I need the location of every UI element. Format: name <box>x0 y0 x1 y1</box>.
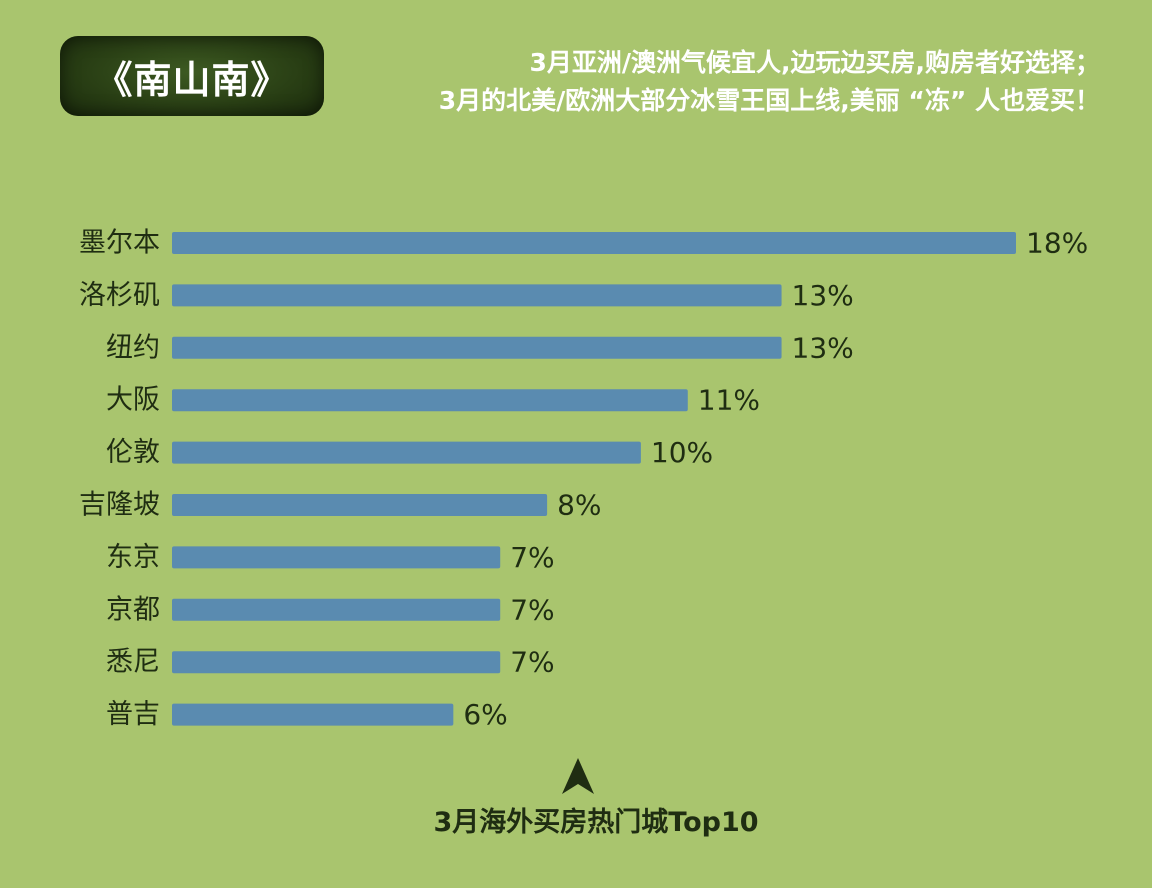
value-label: 8% <box>557 489 601 522</box>
value-label: 11% <box>698 384 760 417</box>
value-label: 6% <box>463 698 507 731</box>
value-label: 13% <box>792 331 854 364</box>
category-label: 墨尔本 <box>79 228 160 259</box>
headline-line-2: 3月的北美/欧洲大部分冰雪王国上线,美丽 “冻” 人也爱买！ <box>438 86 1100 115</box>
category-label: 东京 <box>106 542 160 573</box>
headline-line-1: 3月亚洲/澳洲气候宜人,边玩边买房,购房者好选择； <box>529 48 1100 77</box>
up-arrowhead-icon <box>562 758 594 794</box>
bars-layer: 墨尔本 18% 洛杉矶 13% 纽约 13% 大阪 11% 伦敦 10% 吉隆坡 8% 东京 7% 京都 7%… <box>79 227 1088 732</box>
category-label: 悉尼 <box>106 647 160 678</box>
category-label: 京都 <box>106 594 160 625</box>
bar <box>172 389 688 412</box>
category-label: 伦敦 <box>106 437 160 468</box>
value-label: 10% <box>651 436 713 469</box>
category-label: 普吉 <box>106 699 160 730</box>
category-label: 洛杉矶 <box>79 280 160 311</box>
bar <box>172 703 454 726</box>
category-label: 纽约 <box>106 332 160 363</box>
bar <box>172 651 501 674</box>
value-label: 13% <box>792 279 854 312</box>
value-label: 7% <box>510 541 554 574</box>
value-label: 7% <box>510 593 554 626</box>
bar <box>172 441 641 464</box>
bar-chart: 墨尔本 18% 洛杉矶 13% 纽约 13% 大阪 11% 伦敦 10% 吉隆坡 8% 东京 7% 京都 7%… <box>79 227 1088 732</box>
category-label: 吉隆坡 <box>79 490 160 521</box>
category-label: 大阪 <box>106 385 160 416</box>
headline: 3月亚洲/澳洲气候宜人,边玩边买房,购房者好选择； 3月的北美/欧洲大部分冰雪王… <box>340 44 1100 120</box>
title-badge: 《南山南》 <box>60 36 324 116</box>
bar <box>172 336 782 359</box>
bar <box>172 494 548 516</box>
chart-caption: 3月海外买房热门城Top10 <box>433 807 759 838</box>
bar <box>172 232 1016 254</box>
value-label: 7% <box>510 646 554 679</box>
value-label: 18% <box>1026 227 1088 260</box>
bar <box>172 598 501 621</box>
bar <box>172 546 501 569</box>
bar <box>172 284 782 307</box>
badge-title: 《南山南》 <box>94 57 290 102</box>
